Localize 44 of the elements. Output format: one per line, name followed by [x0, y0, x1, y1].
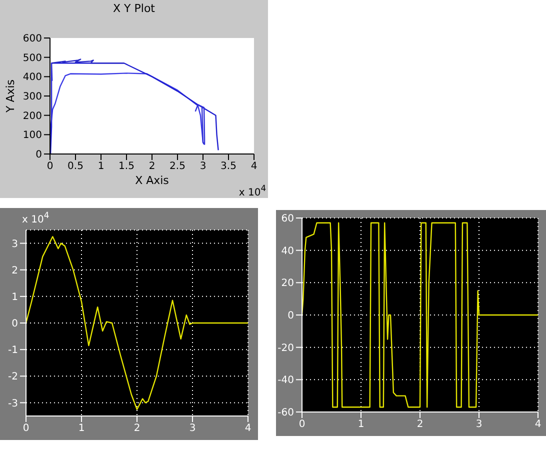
y-tick-label: 300: [22, 92, 42, 103]
y-tick-label: 2: [12, 265, 18, 276]
x-tick-label: 2.5: [170, 161, 186, 172]
x-tick-label: 3: [476, 419, 482, 430]
y-tick-label: 500: [22, 52, 42, 64]
y-tick-label: 60: [281, 214, 294, 225]
y-tick-label: -1: [8, 345, 18, 356]
x-tick-label: 4: [250, 161, 258, 172]
chart-title: X Y Plot: [113, 2, 155, 15]
y-tick-label: 0: [12, 318, 18, 330]
x-tick-label: 0.5: [68, 161, 84, 172]
x-tick-label: 4: [244, 423, 252, 434]
y-axis-title: Y Axis: [4, 79, 17, 114]
x-tick-label: 1.5: [118, 161, 134, 172]
y-tick-label: -20: [278, 342, 294, 354]
y-tick-label: -2: [8, 372, 18, 383]
x-axis-title: X Axis: [135, 174, 170, 187]
y-tick-label: 0: [288, 310, 294, 322]
x-tick-label: 0: [46, 161, 54, 172]
x-tick-label: 1: [358, 419, 364, 430]
x-tick-label: 2: [134, 423, 140, 434]
y-tick-label: 3: [12, 238, 18, 250]
x-tick-label: 2: [416, 419, 424, 430]
y-tick-label: 400: [22, 72, 42, 84]
x-tick-label: 1: [98, 161, 104, 172]
x-tick-label: 3: [200, 161, 206, 172]
y-tick-label: 200: [22, 110, 42, 122]
x-tick-label: 4: [534, 419, 542, 430]
x-tick-label: 1: [78, 423, 85, 434]
y-tick-label: -3: [8, 398, 18, 410]
y-tick-label: -60: [278, 408, 294, 419]
text: x 10$^{4}$: [238, 182, 266, 198]
y-tick-label: 1: [12, 292, 18, 303]
y-tick-label: 600: [22, 34, 42, 45]
x-tick-label: 3: [189, 423, 196, 434]
y-tick-label: 100: [22, 130, 42, 142]
y-tick-label: 40: [281, 246, 294, 257]
y-tick-label: -40: [278, 375, 294, 386]
y-tick-label: 20: [281, 278, 294, 290]
x-tick-label: 3.5: [220, 161, 236, 172]
y-tick-label: 0: [36, 150, 42, 161]
x-tick-label: 0: [298, 419, 306, 430]
text: x 10$^{4}$: [22, 210, 50, 226]
x-tick-label: 2: [148, 161, 156, 172]
